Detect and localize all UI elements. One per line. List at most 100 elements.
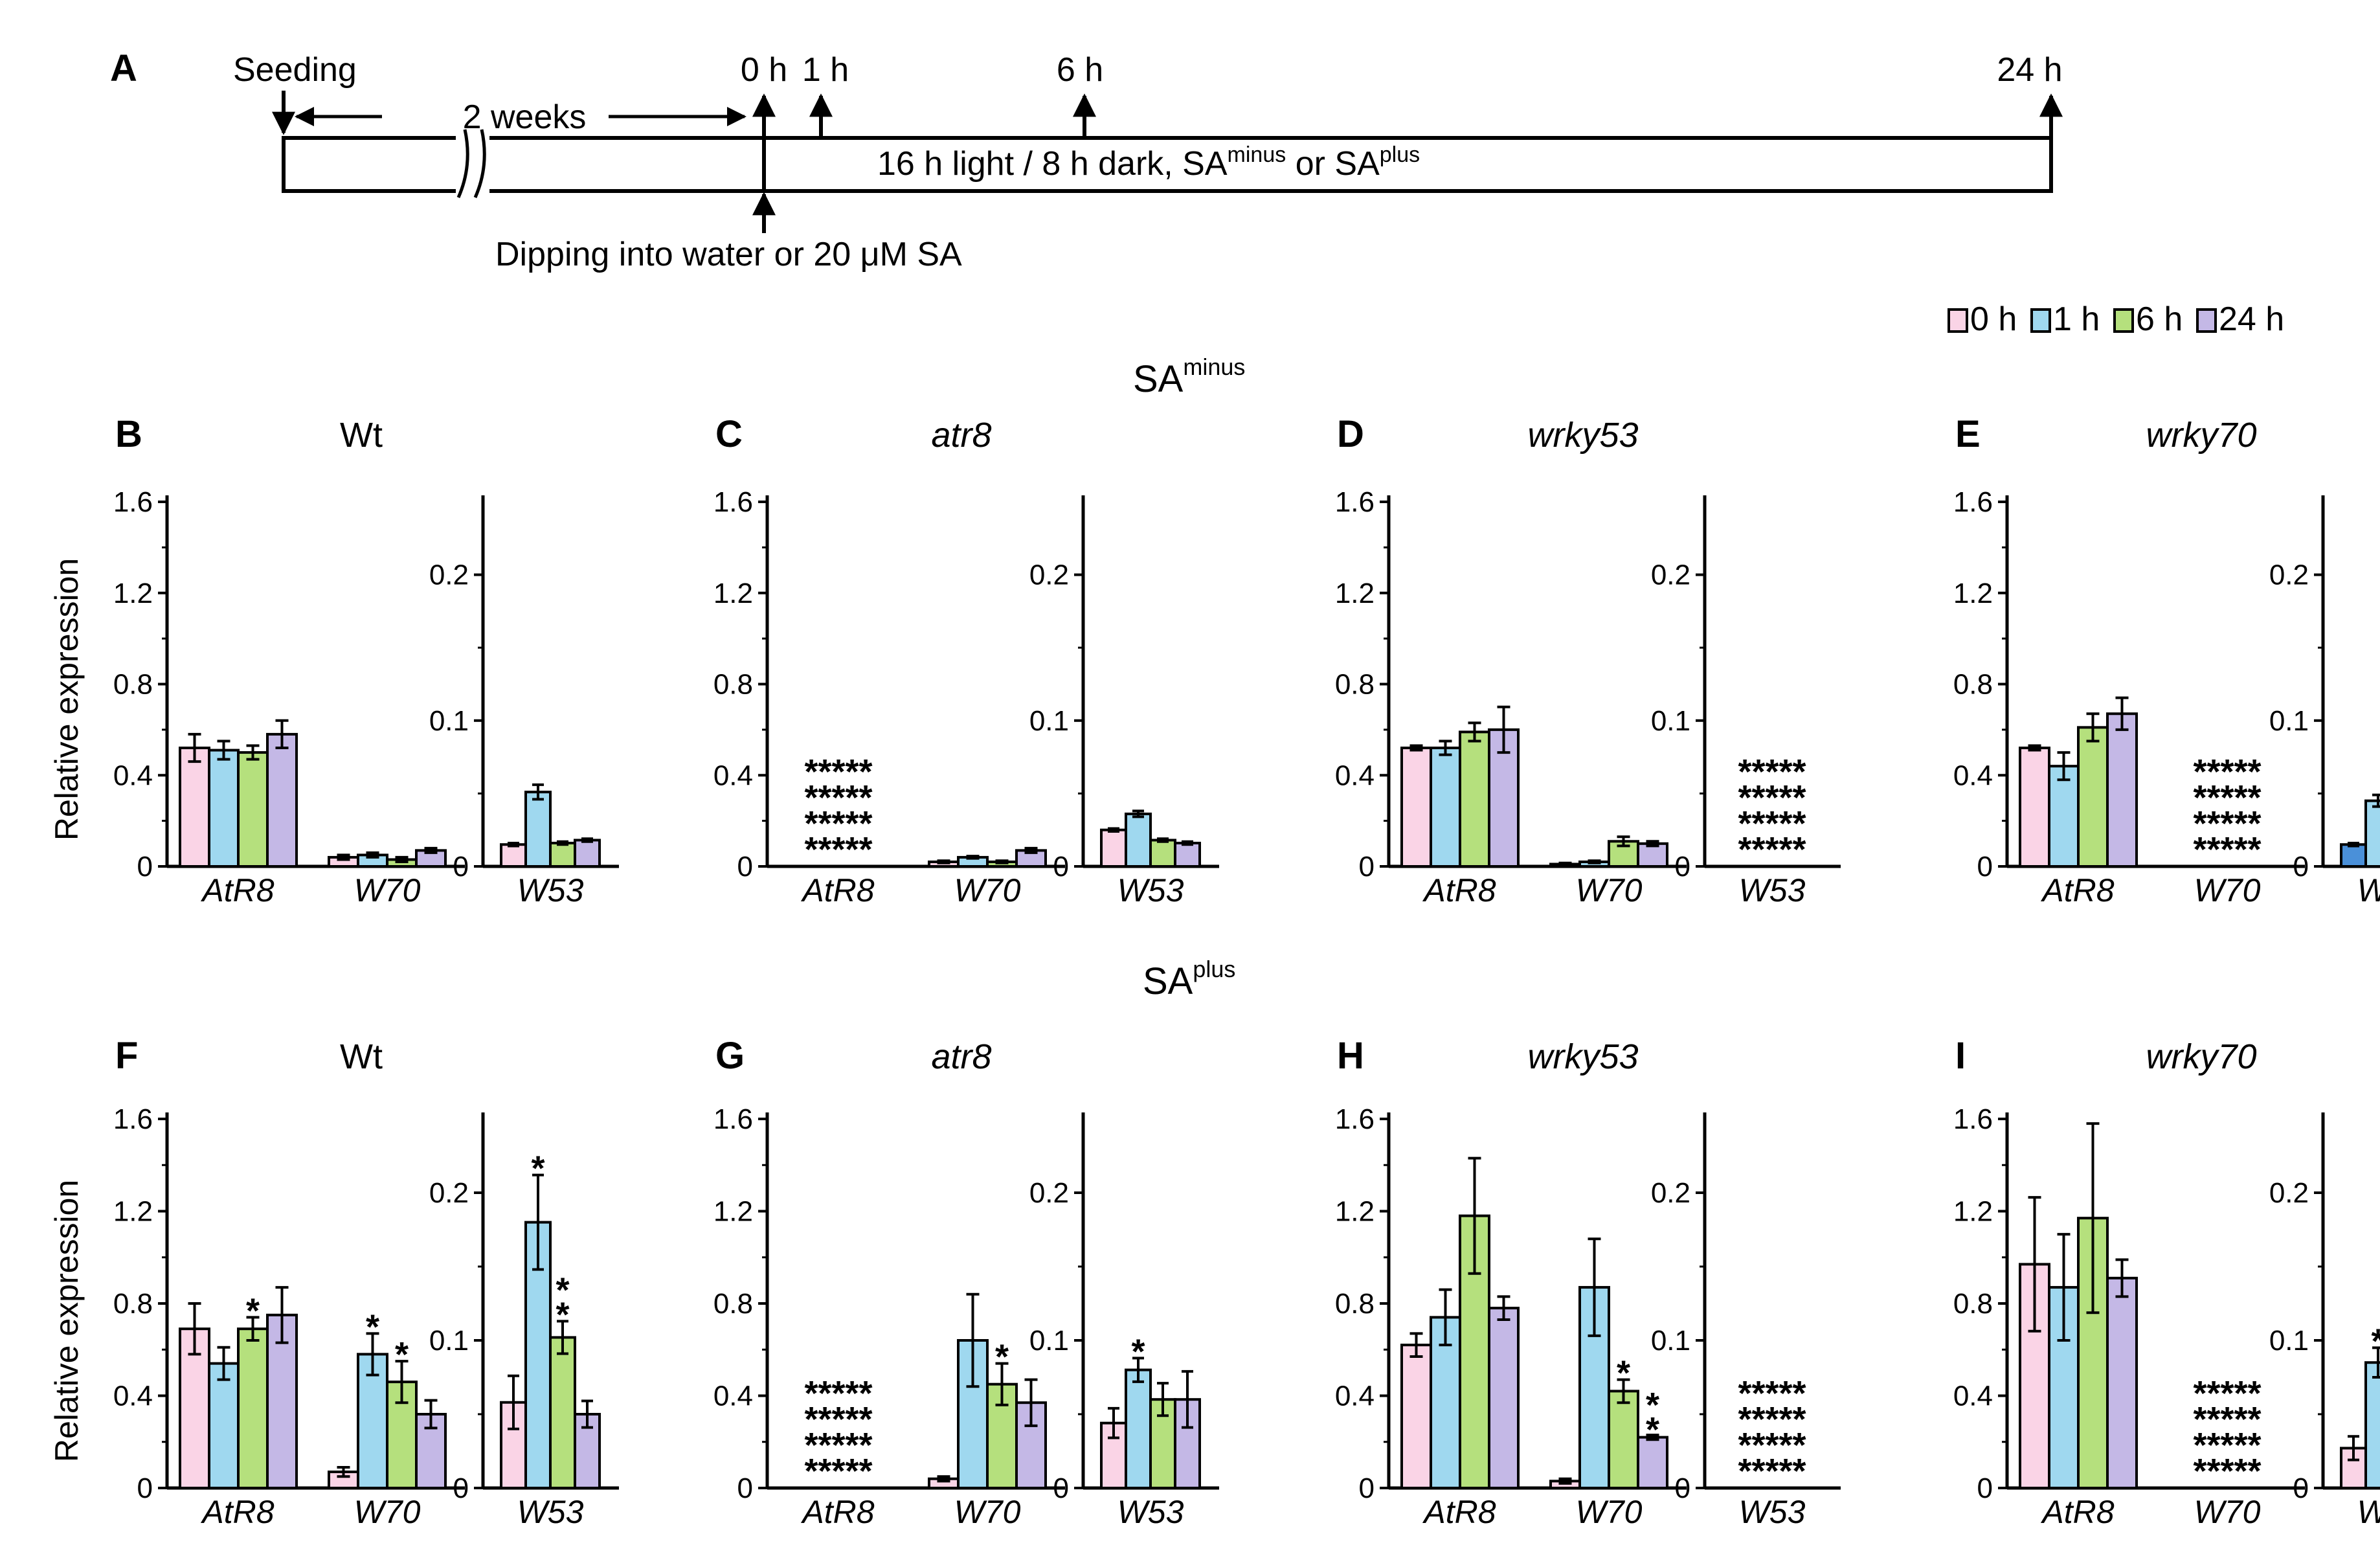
y-tick-label: 0.1 — [429, 1325, 469, 1357]
timeline-break-mark — [473, 129, 486, 199]
y-tick-label: 0.2 — [429, 1177, 469, 1209]
y-tick-label: 1.2 — [1335, 578, 1375, 609]
bar-0h — [2019, 747, 2050, 868]
panel-letter: H — [1337, 1035, 1364, 1077]
not-detected-marker: ***** — [1738, 830, 1806, 869]
t0-label: 0 h — [741, 51, 787, 89]
bar-1h — [2048, 765, 2080, 868]
y-tick-label: 0.1 — [429, 705, 469, 737]
y-tick-label: 0 — [1977, 1472, 1993, 1504]
legend-swatch-1h — [2030, 308, 2051, 333]
panel-letter: D — [1337, 413, 1364, 455]
significance-star: * — [395, 1335, 409, 1374]
y-tick-label: 0.4 — [1953, 760, 1993, 791]
significance-star: * — [1131, 1332, 1145, 1371]
y-tick-label: 0.2 — [1029, 1177, 1069, 1209]
conditions-sup-minus: minus — [1228, 142, 1286, 167]
y-tick-label: 0.4 — [113, 1381, 153, 1412]
significance-star: * — [1646, 1410, 1659, 1449]
category-label: W70 — [1576, 1494, 1643, 1530]
y-tick-label: 0.8 — [1335, 1288, 1375, 1320]
t6-label: 6 h — [1057, 51, 1103, 89]
y-tick-label: 1.2 — [1953, 578, 1993, 609]
not-detected-marker: ***** — [804, 1400, 872, 1439]
category-label: W53 — [517, 1494, 584, 1530]
timeline-break-mark — [456, 129, 469, 199]
category-label: W70 — [2194, 872, 2261, 908]
panel-letter: I — [1955, 1035, 1966, 1077]
not-detected-marker: ***** — [804, 830, 872, 869]
y-tick-label: 0.2 — [429, 559, 469, 591]
t24-label: 24 h — [1997, 51, 2062, 89]
panel-letter: C — [715, 413, 743, 455]
bar-6h — [2077, 726, 2109, 868]
y-tick-label: 1.6 — [113, 1103, 153, 1135]
panel-letter: B — [115, 413, 142, 455]
category-label: W53 — [1117, 1494, 1184, 1530]
not-detected-marker: ***** — [804, 804, 872, 843]
category-label: W53 — [2357, 1494, 2380, 1530]
not-detected-marker: ***** — [2193, 1426, 2261, 1465]
bar-6h — [237, 751, 269, 868]
y-tick-label: 0.2 — [1029, 559, 1069, 591]
legend-label-24h: 24 h — [2219, 300, 2284, 338]
category-label: AtR8 — [1422, 1494, 1496, 1530]
timeline-panel: A Seeding 2 weeks 0 h 1 h 6 h 24 h 16 h … — [110, 47, 2063, 273]
seeding-label: Seeding — [233, 51, 357, 89]
not-detected-marker: ***** — [1738, 1426, 1806, 1465]
y-tick-label: 0 — [137, 851, 153, 883]
legend-swatch-24h — [2196, 308, 2217, 333]
y-tick-label: 0.4 — [113, 760, 153, 791]
bar-1h — [208, 1362, 240, 1489]
category-label: W53 — [1739, 872, 1806, 908]
y-tick-label: 0 — [2293, 1472, 2309, 1504]
y-tick-label: 1.6 — [713, 486, 753, 518]
bar-1h — [2048, 1286, 2080, 1489]
y-tick-label: 1.2 — [113, 1196, 153, 1228]
y-tick-label: 0 — [1359, 851, 1375, 883]
panel-title: wrky70 — [2146, 1037, 2256, 1076]
bar-24h — [2106, 712, 2138, 868]
category-label: AtR8 — [2040, 872, 2114, 908]
bar-24h — [2106, 1276, 2138, 1489]
not-detected-marker: ***** — [804, 1452, 872, 1491]
bar-6h — [1149, 839, 1176, 868]
bar-1h — [208, 749, 240, 868]
significance-star: * — [531, 1149, 544, 1188]
bar-24h — [574, 839, 601, 868]
y-tick-label: 1.6 — [1953, 1103, 1993, 1135]
y-tick-label: 0.4 — [713, 1381, 753, 1412]
category-label: AtR8 — [800, 1494, 874, 1530]
y-tick-label: 0.1 — [1029, 705, 1069, 737]
bar-0h — [179, 747, 210, 868]
not-detected-marker: ***** — [2193, 778, 2261, 817]
weeks-label: 2 weeks — [463, 98, 587, 136]
category-label: W53 — [517, 872, 584, 908]
legend-swatch-6h — [2113, 308, 2134, 333]
category-label: W70 — [1576, 872, 1643, 908]
significance-star: * — [556, 1295, 569, 1334]
panel-b: B Wt 0 0.4 0.8 1.2 1.6 AtR8 W70 0 0.1 0.2 W53 — [113, 413, 619, 908]
bar-0h — [2340, 843, 2367, 868]
panel-letter: G — [715, 1035, 745, 1077]
bar-1h — [2364, 1361, 2380, 1489]
significance-star: * — [246, 1291, 260, 1330]
category-label: W70 — [2194, 1494, 2261, 1530]
category-label: AtR8 — [200, 872, 274, 908]
panel-title: wrky53 — [1527, 1037, 1638, 1076]
category-label: W70 — [354, 1494, 421, 1530]
bar-1h — [1125, 812, 1152, 868]
y-tick-label: 0 — [453, 851, 469, 883]
y-tick-label: 1.2 — [1953, 1196, 1993, 1228]
not-detected-marker: ***** — [2193, 1452, 2261, 1491]
bar-1h — [1430, 747, 1461, 868]
legend: 0 h 1 h 6 h 24 h — [1948, 300, 2284, 338]
y-tick-label: 0.8 — [113, 669, 153, 701]
bar-6h — [1459, 730, 1490, 868]
bar-6h — [1608, 1390, 1639, 1489]
conditions-sup-plus: plus — [1380, 142, 1420, 167]
category-label: AtR8 — [1422, 872, 1496, 908]
